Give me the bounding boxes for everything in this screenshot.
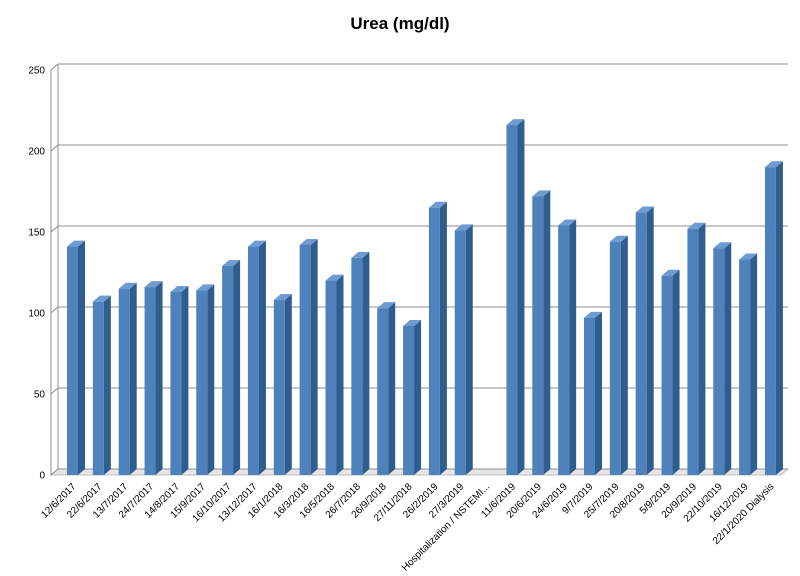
bar-top (247, 240, 266, 247)
gridline-depth (50, 225, 59, 233)
bar-side (465, 224, 473, 475)
bar-side (724, 242, 732, 475)
bar-top (92, 295, 111, 302)
bar-top (67, 240, 85, 247)
y-tick-label: 0 (39, 471, 45, 482)
bar (273, 300, 285, 475)
bar-side (775, 161, 783, 475)
bar-side (336, 274, 344, 475)
bar (92, 301, 104, 475)
bar (739, 259, 751, 475)
bar (532, 196, 544, 476)
bar-side (414, 319, 422, 475)
bar (506, 125, 518, 475)
gridline-depth (50, 144, 59, 152)
y-tick-label: 250 (28, 66, 45, 77)
bar-side (698, 222, 706, 475)
bar-top (144, 281, 163, 288)
bar-top (377, 302, 396, 309)
y-tick-label: 100 (28, 309, 45, 320)
y-tick-label: 150 (28, 228, 45, 239)
bar (609, 241, 621, 475)
bar-side (129, 282, 137, 475)
bar (687, 228, 699, 475)
bar-top (299, 238, 318, 245)
bar (144, 287, 156, 475)
bar-side (569, 219, 577, 475)
bar-side (233, 260, 241, 475)
bar-top (118, 282, 137, 289)
bar (377, 308, 389, 475)
bar-top (532, 190, 551, 197)
bar-top (273, 294, 292, 301)
bar (454, 230, 466, 475)
bar (428, 207, 440, 475)
bar (661, 275, 673, 475)
gridline-depth (50, 468, 59, 476)
gridline-depth (50, 63, 59, 71)
bar-top (739, 253, 758, 260)
bar-side (310, 238, 318, 475)
bar (67, 246, 78, 475)
gridline-depth (50, 306, 59, 314)
bar-top (661, 269, 680, 276)
bar (170, 291, 182, 475)
bar-top (170, 285, 189, 292)
bar-side (543, 190, 551, 476)
bar-top (506, 119, 525, 126)
bar-top (196, 284, 215, 291)
bar-side (181, 285, 189, 475)
bar-side (388, 302, 396, 475)
bar-side (517, 119, 525, 475)
bar-side (620, 235, 628, 475)
bar-side (284, 294, 292, 475)
bar (118, 288, 130, 475)
bar-side (103, 295, 111, 475)
bar (635, 212, 647, 475)
bar-side (155, 281, 163, 475)
bar-top (428, 201, 447, 208)
bar-top (584, 311, 602, 318)
chart-title: Urea (mg/dl) (350, 14, 450, 33)
bar-top (713, 242, 732, 249)
bar (325, 280, 337, 475)
bar (222, 266, 234, 475)
bar-side (258, 240, 266, 475)
bar-top (403, 319, 422, 326)
y-tick-label: 50 (34, 390, 46, 401)
gridline-depth (50, 387, 59, 395)
bar-side (439, 201, 447, 475)
bar-top (325, 274, 344, 281)
bar (764, 167, 776, 475)
bar-top (687, 222, 706, 229)
bar (584, 317, 595, 475)
y-tick-label: 200 (28, 147, 45, 158)
bar-top (351, 251, 370, 258)
bar (196, 290, 208, 475)
bar-side (646, 206, 654, 475)
bar (299, 244, 311, 475)
bar-top (609, 235, 628, 242)
bar-side (595, 311, 602, 475)
bar (247, 246, 259, 475)
bar-side (750, 253, 758, 475)
bar-side (672, 269, 680, 475)
bar-top (454, 224, 473, 231)
bar (403, 325, 415, 475)
bar-top (635, 206, 654, 213)
bar-side (362, 251, 370, 475)
bar (713, 248, 725, 475)
bar-top (222, 260, 241, 267)
bar-top (764, 161, 783, 168)
bar-side (207, 284, 215, 475)
bar-side (78, 240, 85, 475)
bar (558, 225, 570, 475)
bar-top (558, 219, 577, 226)
bar (351, 257, 363, 475)
